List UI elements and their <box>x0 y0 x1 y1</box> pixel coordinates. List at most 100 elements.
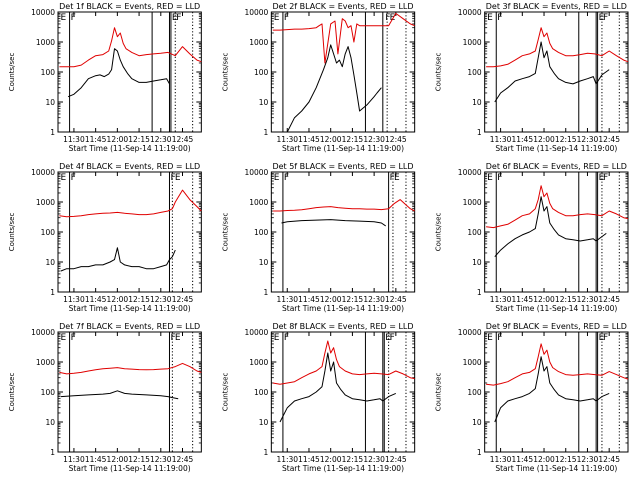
y-axis-label: Counts/sec <box>8 373 16 412</box>
interval-marker-label: E <box>487 173 493 183</box>
x-tick-label: 12:15 <box>128 295 150 304</box>
x-tick-label: 12:30 <box>577 135 599 144</box>
chart-title: Det 6f BLACK = Events, RED = LLD <box>486 162 627 171</box>
detector-panel: Det 4f BLACK = Events, RED = LLD 11:30 11:… <box>8 162 202 313</box>
events-series-line <box>281 219 386 227</box>
x-tick-label: 12:00 <box>320 135 342 144</box>
y-tick-label: 100 <box>41 228 56 237</box>
interval-marker-label: E <box>274 333 280 343</box>
x-tick-label: 11:30 <box>490 295 512 304</box>
interval-marker-label: E <box>175 173 181 183</box>
x-tick-label: 12:00 <box>320 455 342 464</box>
chart-title: Det 9f BLACK = Events, RED = LLD <box>486 322 627 331</box>
events-series-line <box>60 390 179 400</box>
y-tick-label: 1000 <box>463 38 482 47</box>
x-tick-label: 12:30 <box>363 455 385 464</box>
chart-title: Det 4f BLACK = Events, RED = LLD <box>59 162 200 171</box>
y-tick-label: 1000 <box>36 358 55 367</box>
x-tick-label: 12:30 <box>150 135 172 144</box>
interval-marker-label: F <box>603 173 608 183</box>
interval-marker-label: E <box>175 333 181 343</box>
y-tick-label: 100 <box>467 68 482 77</box>
interval-marker-label: E <box>599 333 605 343</box>
interval-marker-label: E <box>274 173 280 183</box>
y-tick-label: 10000 <box>31 168 55 177</box>
interval-marker-label: F <box>170 173 175 183</box>
x-tick-label: 11:30 <box>490 135 512 144</box>
interval-marker-label: F <box>497 13 502 23</box>
chart-title: Det 3f BLACK = Events, RED = LLD <box>486 2 627 11</box>
x-tick-label: 11:45 <box>298 295 320 304</box>
detector-panel: Det 5f BLACK = Events, RED = LLD 11:30 11:… <box>221 162 416 313</box>
detector-panel: Det 3f BLACK = Events, RED = LLD 11:30 11:… <box>435 2 629 153</box>
plot-frame <box>57 331 202 453</box>
x-tick-label: 12:00 <box>320 295 342 304</box>
y-tick-label: 10 <box>259 98 269 107</box>
interval-marker-label: E <box>487 333 493 343</box>
detector-panel: Det 7f BLACK = Events, RED = LLD 11:30 11:… <box>8 322 202 473</box>
y-tick-label: 100 <box>467 388 482 397</box>
x-axis-label: Start Time (11-Sep-14 11:19:00) <box>69 304 191 313</box>
x-tick-label: 12:00 <box>533 455 555 464</box>
x-axis-label: Start Time (11-Sep-14 11:19:00) <box>495 464 617 473</box>
y-tick-label: 10000 <box>458 168 482 177</box>
interval-marker-label: F <box>284 173 289 183</box>
events-series-line <box>286 44 382 133</box>
y-tick-label: 10000 <box>31 328 55 337</box>
x-tick-label: 12:30 <box>577 455 599 464</box>
interval-marker-label: E <box>60 333 66 343</box>
y-tick-label: 100 <box>467 228 482 237</box>
y-tick-label: 100 <box>254 388 269 397</box>
y-tick-label: 1 <box>477 128 482 137</box>
x-axis-label: Start Time (11-Sep-14 11:19:00) <box>69 464 191 473</box>
y-tick-label: 1000 <box>36 198 55 207</box>
lld-series-line <box>272 12 415 64</box>
y-tick-label: 10000 <box>244 8 268 17</box>
detector-panel: Det 9f BLACK = Events, RED = LLD 11:30 11:… <box>435 322 629 473</box>
chart-title: Det 1f BLACK = Events, RED = LLD <box>59 2 200 11</box>
x-axis-label: Start Time (11-Sep-14 11:19:00) <box>495 304 617 313</box>
detector-panel: Det 2f BLACK = Events, RED = LLD 11:30 11:… <box>221 2 416 153</box>
x-tick-label: 11:45 <box>298 455 320 464</box>
interval-marker-label: F <box>603 333 608 343</box>
interval-marker-label: F <box>390 173 395 183</box>
detector-panel: Det 8f BLACK = Events, RED = LLD 11:30 11:… <box>221 322 416 473</box>
x-tick-label: 11:30 <box>276 295 298 304</box>
lld-series-line <box>486 343 629 386</box>
x-tick-label: 12:15 <box>342 455 364 464</box>
chart-title: Det 7f BLACK = Events, RED = LLD <box>59 322 200 331</box>
x-tick-label: 12:45 <box>598 455 620 464</box>
x-tick-label: 11:30 <box>63 455 85 464</box>
y-axis-label: Counts/sec <box>221 213 229 252</box>
x-tick-label: 11:45 <box>85 295 107 304</box>
interval-marker-label: F <box>170 333 175 343</box>
plot-frame <box>270 11 416 133</box>
y-axis-label: Counts/sec <box>8 213 16 252</box>
y-tick-label: 10000 <box>458 8 482 17</box>
y-tick-label: 10000 <box>244 328 268 337</box>
chart-title: Det 2f BLACK = Events, RED = LLD <box>272 2 413 11</box>
chart-title: Det 8f BLACK = Events, RED = LLD <box>272 322 413 331</box>
y-tick-label: 1000 <box>36 38 55 47</box>
y-axis-label: Counts/sec <box>435 373 443 412</box>
x-tick-label: 12:30 <box>150 455 172 464</box>
y-tick-label: 1 <box>50 448 55 457</box>
interval-marker-label: F <box>603 13 608 23</box>
y-tick-label: 10000 <box>458 328 482 337</box>
x-tick-label: 12:45 <box>598 135 620 144</box>
y-tick-label: 10 <box>472 258 482 267</box>
interval-marker-label: E <box>60 13 66 23</box>
interval-marker-label: E <box>60 173 66 183</box>
y-tick-label: 10 <box>45 418 55 427</box>
x-tick-label: 11:45 <box>511 455 533 464</box>
x-tick-label: 12:00 <box>107 295 129 304</box>
interval-marker-label: F <box>497 173 502 183</box>
y-tick-label: 1 <box>50 288 55 297</box>
x-tick-label: 12:45 <box>172 135 194 144</box>
y-axis-label: Counts/sec <box>435 53 443 92</box>
x-tick-label: 11:30 <box>63 295 85 304</box>
plot-frame <box>57 11 202 133</box>
x-tick-label: 12:30 <box>363 295 385 304</box>
events-series-line <box>67 48 170 98</box>
